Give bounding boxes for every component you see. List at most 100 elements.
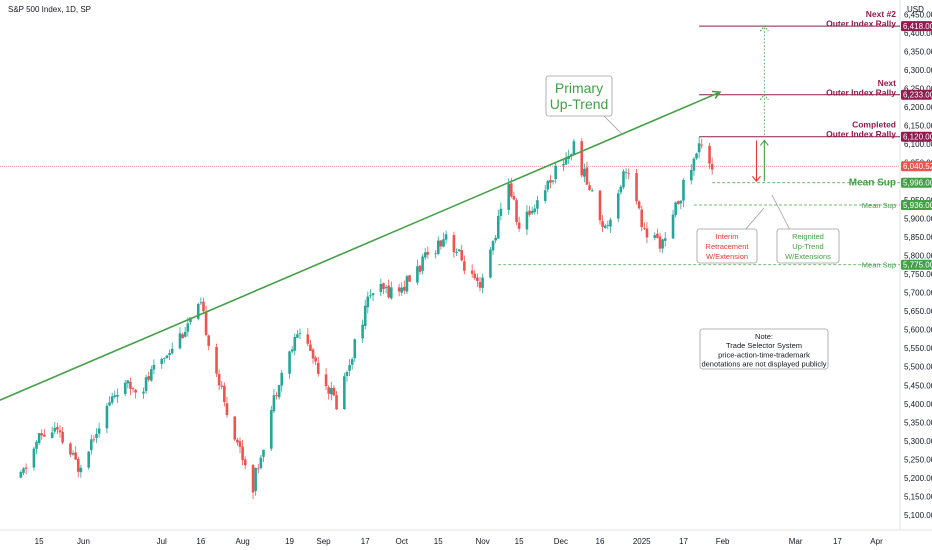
trendline [0, 91, 721, 401]
candle-body [251, 465, 255, 493]
candle-body [408, 275, 411, 282]
y-tick-label: 5,400.00 [904, 400, 932, 409]
candle-body [452, 235, 456, 253]
candle-body [238, 441, 242, 447]
x-tick-label: 15 [434, 537, 443, 546]
candle-body [189, 317, 192, 323]
candle-body [79, 467, 83, 473]
candle-body [87, 451, 90, 468]
price-tag-bg [901, 199, 932, 210]
x-tick-label: Feb [716, 537, 730, 546]
y-tick-label: 6,150.00 [904, 122, 932, 131]
price-tag-label: 5,775.00 [903, 261, 932, 270]
trendline-group [0, 90, 722, 401]
candle-body [332, 387, 336, 396]
candle-body [163, 358, 166, 359]
candle-body [76, 458, 80, 472]
candle-body [144, 377, 148, 392]
candle-body [400, 287, 404, 293]
y-tick-label: 5,350.00 [904, 418, 932, 427]
price-tag-label: 5,996.00 [903, 179, 932, 188]
candle-body [379, 284, 383, 293]
candle-body [217, 373, 221, 386]
candle-body [43, 434, 46, 437]
candle-body [215, 347, 218, 374]
candle-body [444, 234, 448, 240]
candle-body [405, 276, 409, 292]
y-tick-label: 6,250.00 [904, 84, 932, 93]
candle-body [710, 164, 714, 170]
candle-body [170, 348, 174, 354]
candle-body [196, 303, 200, 319]
candle-body [256, 468, 260, 470]
x-tick-label: 16 [196, 537, 205, 546]
candle-body [363, 305, 367, 327]
candle-body [223, 385, 226, 403]
candle-body [147, 376, 150, 380]
candle-body [627, 173, 630, 175]
candle-body [353, 339, 357, 359]
candle-body [463, 261, 466, 271]
candle-body [160, 358, 164, 364]
candle-body [528, 210, 531, 215]
candle-body [343, 376, 346, 410]
candle-body [476, 277, 479, 282]
candle-body [275, 394, 278, 396]
candle-body [366, 296, 370, 308]
interim-pointer [744, 207, 765, 231]
y-tick-label: 5,650.00 [904, 307, 932, 316]
candle-body [692, 158, 696, 171]
candle-body [580, 141, 584, 176]
trendline-arrowhead [711, 90, 722, 99]
candle-body [470, 270, 474, 274]
candle-body [97, 428, 101, 434]
interim-label: Retracement [706, 242, 750, 251]
candle-body [108, 402, 111, 406]
candle-body [243, 459, 247, 466]
candle-body [481, 277, 484, 288]
candle-body [656, 233, 659, 238]
candle-body [165, 355, 169, 359]
y-tick-label: 5,100.00 [904, 511, 932, 520]
symbol-title: S&P 500 Index, 1D, SP [8, 5, 91, 14]
level-text: Mean Sup [862, 261, 896, 270]
candle-body [58, 430, 62, 433]
candle-body [348, 365, 351, 371]
candle-body [24, 467, 28, 469]
reignited-box [776, 228, 840, 264]
candle-body [22, 468, 25, 473]
y-tick-label: 5,200.00 [904, 474, 932, 483]
candle-body [679, 200, 683, 204]
candle-body [233, 416, 237, 440]
candle-body [436, 240, 440, 254]
candle-body [50, 432, 54, 438]
candle-body [131, 388, 135, 390]
primary-trend-pointer [601, 113, 623, 135]
candle-body [697, 143, 701, 153]
candle-body [309, 344, 312, 351]
candle-body [123, 382, 127, 394]
candle-body [126, 380, 130, 384]
projection-arrowhead [759, 139, 769, 146]
projection-arrowhead [752, 175, 761, 183]
interim-label: W/Extension [706, 252, 748, 261]
candle-body [371, 293, 375, 296]
y-tick-label: 5,600.00 [904, 326, 932, 335]
candle-body [241, 446, 244, 461]
y-tick-label: 6,350.00 [904, 47, 932, 56]
candle-body [416, 266, 419, 283]
candle-body [330, 388, 333, 395]
candle-body [350, 359, 354, 365]
candle-body [186, 323, 190, 332]
price-tag-label: 6,233.00 [903, 91, 932, 100]
candle-body [92, 439, 96, 441]
last-price-tag-label: 6,040.52 [903, 162, 932, 171]
candle-body [690, 170, 693, 181]
x-tick-label: Nov [475, 537, 489, 546]
candle-body [590, 190, 594, 192]
candle-body [152, 364, 156, 370]
note-label: denotations are not displayed publicly [701, 360, 826, 369]
annotations: PrimaryUp-TrendInterimRetracementW/Exten… [545, 75, 840, 370]
candle-body [507, 183, 510, 210]
